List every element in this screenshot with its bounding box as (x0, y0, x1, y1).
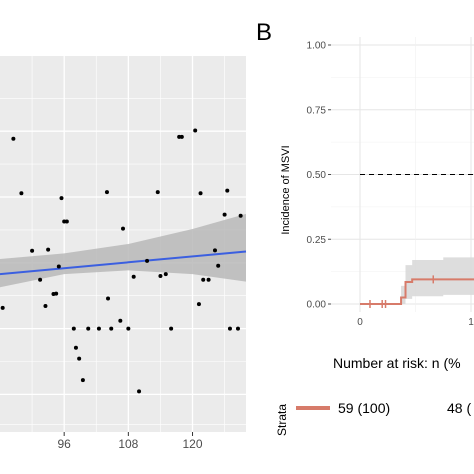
data-point (131, 274, 136, 279)
data-point (80, 378, 85, 383)
data-point (158, 273, 163, 278)
data-point (77, 356, 82, 361)
data-point (179, 134, 184, 139)
data-point (227, 326, 232, 331)
data-point (0, 305, 5, 310)
data-point (145, 258, 150, 263)
risk-table-value-1: 48 ( (447, 400, 471, 416)
y-tick-label: 1.00 (307, 41, 327, 52)
data-point (222, 212, 227, 217)
data-point (96, 326, 101, 331)
data-point (225, 188, 230, 193)
data-point (163, 272, 168, 277)
data-point (64, 219, 69, 224)
risk-table-strata-label: Strata (275, 404, 289, 436)
risk-table-title: Number at risk: n (% (333, 355, 461, 371)
y-tick-label: 0.25 (307, 235, 327, 246)
y-tick-label: 0.50 (307, 170, 327, 181)
data-point (216, 263, 221, 268)
data-point (198, 191, 203, 196)
panel-b-y-ticks: 0.00 0.25 0.50 0.75 1.00 (307, 41, 331, 311)
data-point (109, 326, 114, 331)
panel-a-x-ticks: 96 108 120 (57, 432, 203, 451)
x-tick-label: 108 (118, 437, 138, 451)
panel-b: B Incidence of MSVI 0.00 0.25 0.50 0.75 1.00… (256, 19, 474, 436)
panel-b-ci-band (401, 257, 474, 304)
panel-a-points (0, 128, 243, 394)
x-tick-label: 1 (468, 317, 474, 328)
panel-a-fit-line (0, 250, 247, 276)
data-point (121, 226, 125, 231)
data-point (104, 190, 109, 195)
data-point (46, 247, 51, 252)
y-tick-label: 0.75 (307, 105, 327, 116)
data-point (238, 213, 243, 218)
data-point (106, 296, 111, 301)
data-point (196, 302, 201, 307)
data-point (137, 389, 142, 394)
data-point (56, 264, 61, 269)
x-tick-label: 120 (183, 437, 203, 451)
data-point (212, 248, 217, 253)
data-point (59, 196, 64, 201)
data-point (73, 345, 78, 350)
risk-table-value-0: 59 (100) (338, 400, 390, 416)
data-point (54, 291, 59, 296)
x-tick-label: 96 (57, 437, 71, 451)
data-point (71, 326, 76, 331)
data-point (19, 191, 24, 196)
data-point (86, 326, 91, 331)
data-point (235, 326, 240, 331)
data-point (206, 277, 211, 282)
panel-b-letter: B (256, 19, 272, 46)
panel-a: 96 108 120 (0, 56, 247, 451)
x-tick-label: 0 (357, 317, 363, 328)
data-point (201, 277, 206, 282)
data-point (38, 277, 43, 282)
data-point (30, 248, 35, 253)
data-point (43, 304, 48, 309)
data-point (126, 326, 131, 331)
data-point (193, 128, 198, 133)
panel-b-y-axis-title: Incidence of MSVI (280, 145, 292, 234)
data-point (11, 136, 16, 141)
y-tick-label: 0.00 (307, 300, 327, 311)
data-point (118, 318, 123, 323)
data-point (155, 190, 160, 195)
panel-b-censor-marks (369, 275, 435, 308)
data-point (169, 326, 174, 331)
